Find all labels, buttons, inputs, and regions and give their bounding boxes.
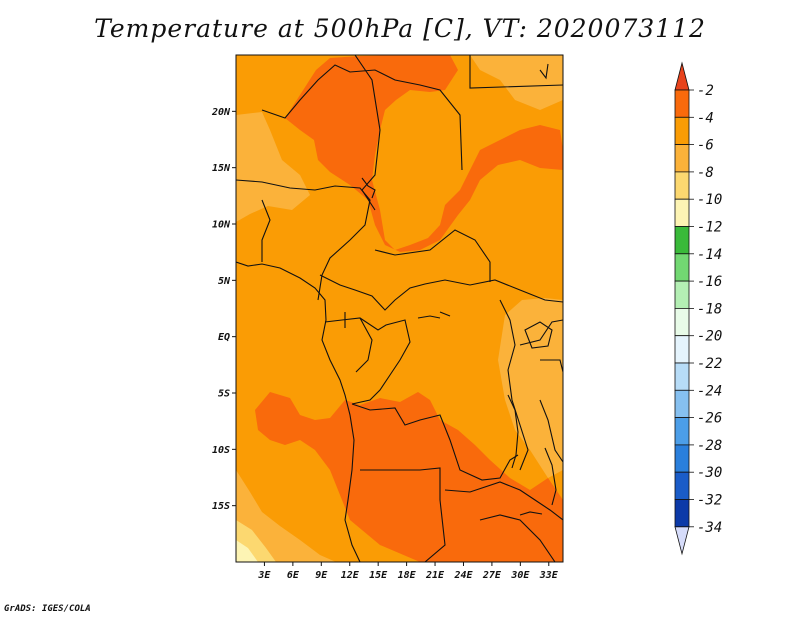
colorbar-band [674, 253, 690, 282]
colorbar-label: -2 [697, 83, 714, 99]
lon-tick-label: 21E [425, 570, 445, 581]
lon-tick-label: 12E [341, 570, 360, 581]
colorbar-label: -14 [697, 247, 722, 263]
colorbar-band [674, 417, 690, 446]
lon-tick-label: 30E [510, 570, 530, 581]
colorbar-label: -28 [697, 438, 722, 454]
border-south-2 [360, 467, 446, 562]
lat-tick-label: 10S [212, 445, 230, 456]
lat-tick-label: 5N [218, 276, 231, 287]
lat-tick-label: 5S [218, 389, 230, 400]
colorbar-band [674, 116, 690, 146]
colorbar-label: -34 [697, 520, 722, 536]
coast-east [539, 63, 549, 80]
colorbar-label: -22 [697, 356, 722, 372]
border-central-1 [374, 229, 491, 282]
border-east-1 [499, 299, 529, 471]
colorbar-band [674, 362, 690, 391]
lon-tick-label: 27E [482, 570, 502, 581]
colorbar-band [674, 144, 690, 173]
colorbar-top-arrow [674, 61, 690, 91]
grads-credit: GrADS: IGES/COLA [4, 604, 91, 614]
lon-tick-label: 18E [398, 570, 417, 581]
colorbar-band [674, 280, 690, 309]
map-title: Temperature at 500hPa [C], VT: 202007311… [94, 14, 706, 43]
colorbar-label: -26 [697, 411, 722, 427]
lake-chad [361, 177, 376, 199]
colorbar-label: -12 [697, 220, 722, 236]
border-south-1 [351, 403, 519, 481]
colorbar-label: -20 [697, 329, 722, 345]
field-warm-north [285, 55, 563, 252]
lon-tick-label: 9E [315, 570, 328, 581]
longitude-ticks: 3E 6E 9E 12E 15E 18E 21E 24E 27E 30E 33E [257, 562, 559, 581]
colorbar-label: -8 [697, 165, 714, 181]
colorbar-band [674, 89, 690, 118]
lon-tick-label: 3E [257, 570, 271, 581]
river-congo-1 [417, 315, 441, 319]
lon-tick-label: 33E [539, 570, 559, 581]
colorbar-band [674, 226, 690, 255]
border-west-3 [319, 274, 563, 311]
colorbar-band [674, 471, 690, 500]
colorbar-band [674, 335, 690, 364]
lat-tick-label: 10N [212, 220, 231, 231]
border-central-2 [324, 317, 411, 405]
zambezi-1 [519, 511, 543, 516]
colorbar-label: -18 [697, 301, 722, 317]
colorbar-band [674, 198, 690, 227]
colorbar: -2 -4 -6 -8 -10 -12 -14 -16 -18 -20 -22 -24 -26 -28 -3… [674, 61, 722, 556]
coastline-west [236, 261, 361, 562]
colorbar-label: -16 [697, 274, 722, 290]
map-frame [235, 54, 564, 563]
border-north-1 [261, 64, 463, 171]
field-cool-patch-ne [470, 55, 563, 110]
colorbar-bottom-arrow [674, 526, 690, 556]
border-east-4 [539, 399, 563, 463]
border-south-4 [479, 514, 556, 562]
lake-victoria [524, 321, 553, 349]
lat-tick-label: 20N [211, 107, 231, 118]
colorbar-label: -30 [697, 465, 722, 481]
border-east-3 [540, 359, 563, 373]
colorbar-label: -4 [697, 110, 714, 126]
colorbar-band [674, 499, 690, 528]
colorbar-label: -6 [697, 138, 714, 154]
lake-tanganyika [507, 394, 519, 469]
colorbar-band [674, 171, 690, 200]
field-cool-patch-southwest [236, 470, 336, 562]
border-west-1 [236, 179, 371, 301]
lake-malawi [544, 447, 557, 506]
latitude-ticks: 20N 15N 10N 5N EQ 5S 10S 15S [211, 107, 236, 512]
border-west-2 [261, 199, 271, 262]
colorbar-band [674, 389, 690, 418]
field-coolest-patch-sw [236, 540, 258, 562]
temperature-field [236, 55, 563, 562]
lat-tick-label: 15N [212, 163, 231, 174]
lon-tick-label: 24E [453, 570, 473, 581]
colorbar-label: -24 [697, 383, 722, 399]
country-borders [236, 55, 563, 562]
lon-tick-label: 6E [287, 570, 300, 581]
colorbar-band [674, 444, 690, 473]
lon-tick-label: 15E [369, 570, 388, 581]
colorbar-label: -10 [697, 192, 722, 208]
lat-tick-label: EQ [218, 332, 230, 343]
colorbar-band [674, 307, 690, 337]
border-north-3 [469, 55, 563, 89]
field-warm-south [255, 392, 563, 562]
colorbar-label: -32 [697, 493, 722, 509]
lat-tick-label: 15S [212, 501, 230, 512]
field-cool-patch-west [236, 112, 310, 222]
border-south-3 [444, 481, 563, 521]
border-central-3 [344, 312, 373, 373]
river-congo-2 [439, 311, 451, 317]
